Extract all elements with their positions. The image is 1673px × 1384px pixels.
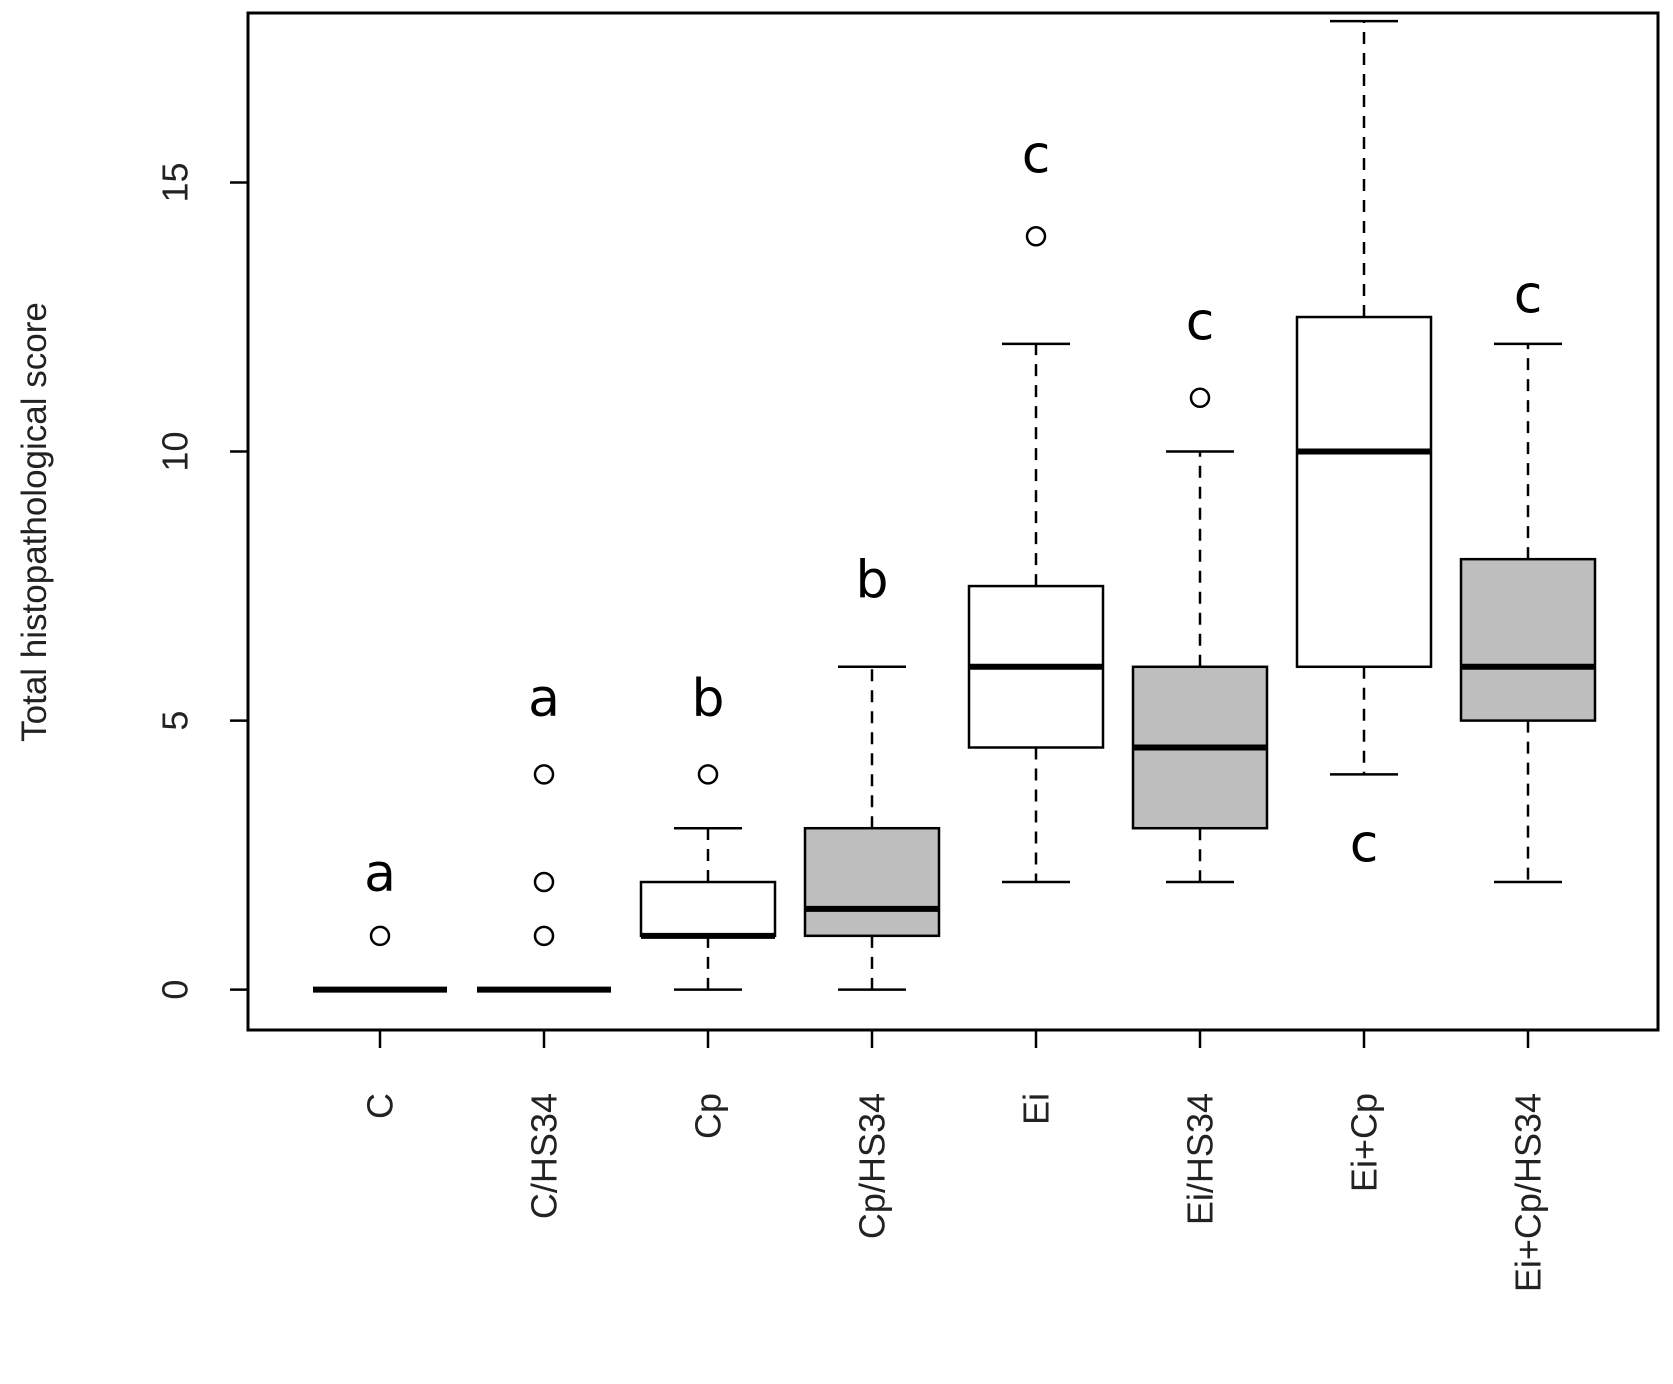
box-group [1131,387,1269,884]
boxes-layer [313,19,1597,993]
significance-letter: c [1186,292,1215,352]
significance-letter: c [1350,814,1379,874]
significance-letter: b [855,551,888,611]
box-group [967,226,1105,884]
y-tick-label: 10 [155,432,196,472]
outlier-point [697,764,719,785]
plot-frame [246,11,1660,1032]
outlier-point [533,764,555,785]
significance-letters: a a b b c c c c [364,126,1542,904]
outlier-point [369,925,391,947]
y-tick-label: 0 [155,980,196,1000]
box-group [477,764,611,993]
box-iqr [803,826,941,938]
x-tick-label: Cp/HS34 [852,1093,893,1239]
y-axis: 0 5 10 15 [155,162,250,1000]
outlier-point [1189,387,1211,408]
x-tick-label: Ei [1016,1093,1057,1125]
box-iqr [1295,315,1433,669]
x-tick-label: Ei/HS34 [1180,1093,1221,1225]
y-tick-label: 15 [155,162,196,202]
y-tick-label: 5 [155,711,196,731]
box-iqr [1459,557,1597,722]
box-group [803,665,941,991]
x-tick-label: Ei+Cp/HS34 [1508,1093,1549,1292]
box-group [1295,19,1433,776]
significance-letter: a [364,844,396,904]
box-iqr [639,880,777,938]
significance-letter: c [1022,126,1051,186]
box-group [1459,342,1597,884]
x-tick-label: C [360,1093,401,1119]
box-group [639,764,777,991]
outlier-point [533,871,555,893]
box-group [313,925,447,993]
x-tick-label: Cp [688,1093,729,1139]
outlier-point [1025,226,1047,247]
significance-letter: c [1514,266,1543,326]
x-tick-label: C/HS34 [524,1093,565,1219]
outlier-point [533,925,555,947]
y-axis-title: Total histopathological score [15,302,54,742]
significance-letter: b [691,669,724,729]
x-axis: C C/HS34 Cp Cp/HS34 Ei Ei/HS34 Ei+Cp Ei+Cp/HS34 [360,1028,1549,1292]
x-tick-label: Ei+Cp [1344,1093,1385,1192]
significance-letter: a [528,669,560,729]
